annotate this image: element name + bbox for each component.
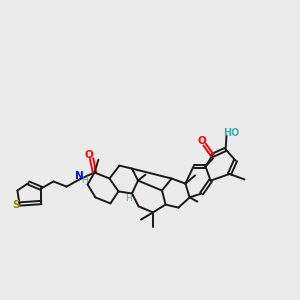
Text: N: N (75, 171, 84, 181)
Text: O: O (84, 150, 93, 161)
Text: H: H (81, 176, 87, 185)
Text: S: S (12, 200, 20, 211)
Text: O: O (197, 136, 206, 146)
Text: H: H (126, 194, 132, 203)
Text: HO: HO (223, 128, 239, 138)
